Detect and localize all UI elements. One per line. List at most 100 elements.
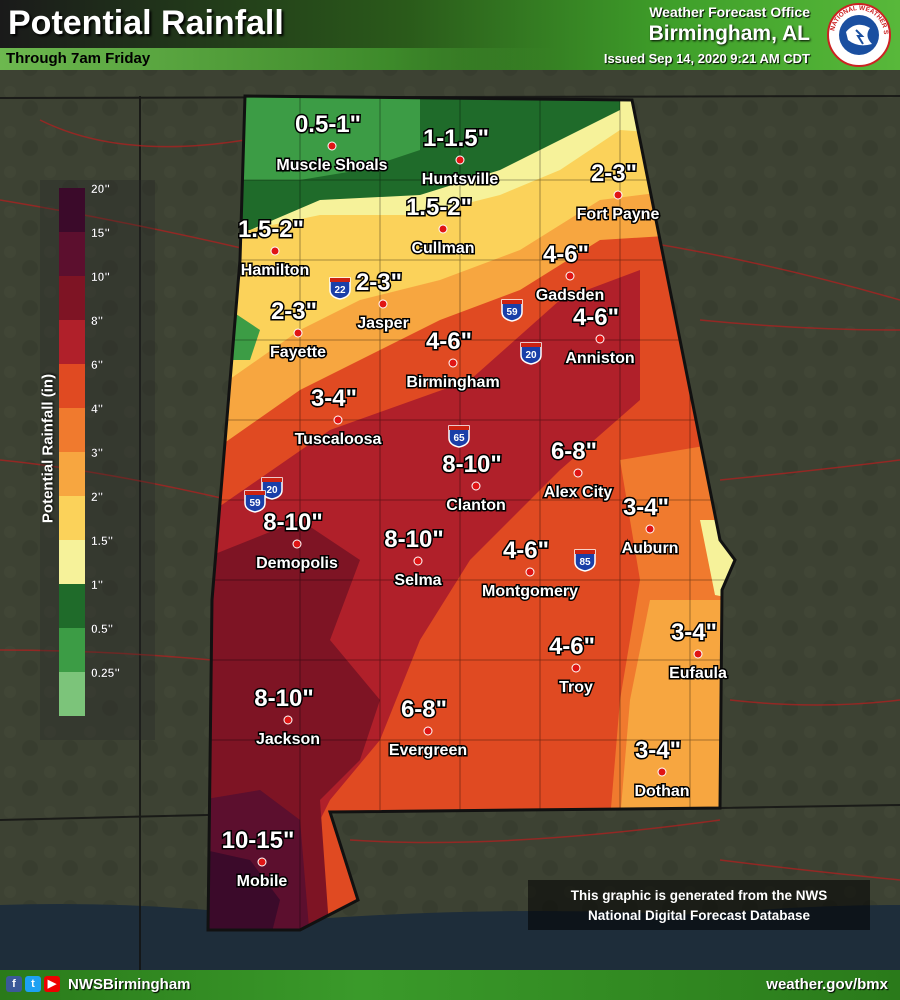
issued-timestamp: Issued Sep 14, 2020 9:21 AM CDT (603, 51, 810, 66)
legend-tick-label: 6" (91, 358, 103, 372)
interstate-shield-icon: 59 (501, 299, 523, 322)
city-rainfall-amount: 1.5-2" (406, 194, 472, 221)
city-rainfall-amount: 3-4" (623, 494, 669, 521)
office-name: Birmingham, AL (648, 22, 810, 45)
footer-bar (0, 970, 900, 1000)
interstate-number: 22 (334, 285, 346, 296)
interstate-shield-icon: 59 (244, 490, 266, 513)
subtitle-bar (0, 48, 560, 70)
legend-tick-label: 3" (91, 446, 103, 460)
city-marker (693, 649, 703, 659)
legend-tick-label: 1.5" (91, 534, 113, 548)
interstate-number: 20 (525, 350, 537, 361)
city-rainfall-amount: 8-10" (442, 451, 501, 478)
office-label: Weather Forecast Office (649, 4, 810, 20)
website-link[interactable]: weather.gov/bmx (766, 976, 888, 993)
city-marker (571, 663, 581, 673)
rainfall-map: 0.5-1" Muscle Shoals 1-1.5" Huntsville 2-3" F… (0, 70, 900, 970)
city-name: Demopolis (256, 555, 338, 572)
interstate-shield-icon: 20 (520, 342, 542, 365)
city-name: Montgomery (482, 583, 578, 600)
legend-swatch (59, 452, 85, 496)
facebook-icon[interactable]: f (6, 976, 22, 992)
interstate-shields: 22 59 20 65 20 59 85 (244, 277, 596, 572)
legend-colorbar: 20" 15" 10" 8" 6" 4" 3" 2" 1.5" 1" 0.5" 0.25" (59, 182, 120, 716)
city-marker (525, 567, 535, 577)
city-rainfall-amount: 8-10" (254, 685, 313, 712)
legend-tick-label: 10" (91, 270, 110, 284)
city-marker (613, 190, 623, 200)
city-name: Eufaula (669, 665, 727, 682)
county-lines (208, 96, 735, 930)
alabama-outline (206, 94, 737, 932)
interstate-number: 59 (249, 498, 261, 509)
city-name: Clanton (446, 497, 506, 514)
interstate-number: 59 (506, 307, 518, 318)
city-name: Alex City (544, 484, 613, 501)
legend-swatch (59, 320, 85, 364)
city-rainfall-amount: 3-4" (635, 737, 681, 764)
interstate-number: 85 (579, 557, 591, 568)
city-rainfall-amount: 6-8" (551, 438, 597, 465)
city-marker (471, 481, 481, 491)
legend-tick-label: 0.25" (91, 666, 120, 680)
twitter-icon[interactable]: t (25, 976, 41, 992)
city-rainfall-amount: 3-4" (311, 385, 357, 412)
social-handle[interactable]: NWSBirmingham (68, 976, 191, 993)
city-marker (438, 224, 448, 234)
city-rainfall-amount: 8-10" (263, 509, 322, 536)
city-marker (413, 556, 423, 566)
nws-logo-icon: NATIONAL WEATHER SERVICE (826, 2, 891, 67)
social-icons: f t ▶ (6, 976, 60, 992)
city-marker (423, 726, 433, 736)
legend-swatch (59, 232, 85, 276)
page-subtitle: Through 7am Friday (6, 50, 151, 67)
city-rainfall-amount: 8-10" (384, 526, 443, 553)
city-rainfall-amount: 10-15" (222, 827, 295, 854)
interstate-shield-icon: 85 (574, 549, 596, 572)
city-name: Jackson (256, 731, 320, 748)
city-marker (645, 524, 655, 534)
youtube-icon[interactable]: ▶ (44, 976, 60, 992)
legend-swatch (59, 628, 85, 672)
city-rainfall-amount: 2-3" (271, 298, 317, 325)
city-name: Gadsden (536, 287, 604, 304)
legend-tick-label: 1" (91, 578, 103, 592)
city-rainfall-amount: 4-6" (426, 328, 472, 355)
city-rainfall-amount: 2-3" (591, 160, 637, 187)
city-name: Dothan (634, 783, 689, 800)
interstate-shield-icon: 20 (261, 477, 283, 500)
data-source-note: This graphic is generated from the NWS N… (528, 880, 870, 930)
city-marker (573, 468, 583, 478)
legend-title: Potential Rainfall (in) (39, 373, 57, 524)
city-rainfall-amount: 4-6" (503, 537, 549, 564)
city-marker (292, 539, 302, 549)
city-name: Anniston (565, 350, 634, 367)
legend-swatch (59, 496, 85, 540)
interstate-shield-icon: 65 (448, 425, 470, 448)
city-name: Tuscaloosa (295, 431, 382, 448)
legend-swatch (59, 408, 85, 452)
city-rainfall-amount: 3-4" (671, 619, 717, 646)
city-name: Troy (559, 679, 593, 696)
city-marker (283, 715, 293, 725)
city-rainfall-amount: 4-6" (543, 241, 589, 268)
city-rainfall-amount: 1.5-2" (238, 216, 304, 243)
city-marker (448, 358, 458, 368)
city-name: Fort Payne (577, 206, 660, 223)
city-rainfall-amount: 1-1.5" (423, 125, 489, 152)
city-name: Huntsville (422, 171, 499, 188)
roads (0, 119, 900, 881)
city-name: Auburn (622, 540, 679, 557)
legend-tick-label: 8" (91, 314, 103, 328)
interstate-shield-icon: 22 (329, 277, 351, 300)
city-name: Mobile (237, 873, 288, 890)
city-name: Selma (394, 572, 441, 589)
legend-swatch (59, 188, 85, 232)
legend-swatch (59, 276, 85, 320)
city-marker (565, 271, 575, 281)
legend-tick-label: 15" (91, 226, 110, 240)
note-line-1: This graphic is generated from the NWS (570, 888, 828, 903)
city-rainfall-amount: 0.5-1" (295, 111, 361, 138)
note-line-2: National Digital Forecast Database (587, 908, 811, 923)
